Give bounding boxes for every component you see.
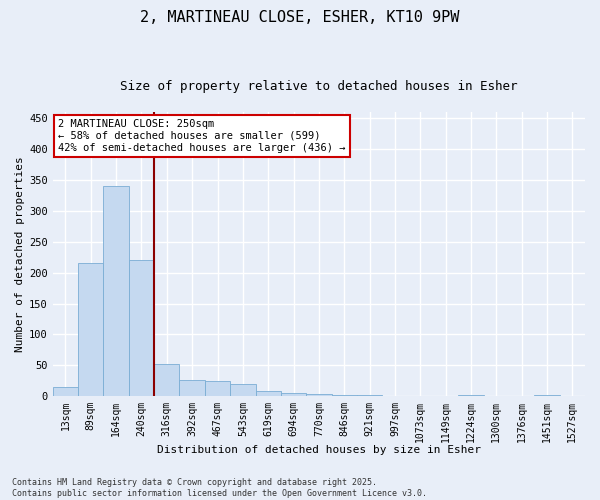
Text: 2, MARTINEAU CLOSE, ESHER, KT10 9PW: 2, MARTINEAU CLOSE, ESHER, KT10 9PW [140, 10, 460, 25]
Y-axis label: Number of detached properties: Number of detached properties [15, 156, 25, 352]
Bar [179, 380, 205, 396]
X-axis label: Distribution of detached houses by size in Esher: Distribution of detached houses by size … [157, 445, 481, 455]
Bar [205, 381, 230, 396]
Bar [256, 392, 281, 396]
Bar [332, 395, 357, 396]
Title: Size of property relative to detached houses in Esher: Size of property relative to detached ho… [120, 80, 518, 93]
Text: 2 MARTINEAU CLOSE: 250sqm
← 58% of detached houses are smaller (599)
42% of semi: 2 MARTINEAU CLOSE: 250sqm ← 58% of detac… [58, 120, 346, 152]
Bar [281, 393, 306, 396]
Text: Contains HM Land Registry data © Crown copyright and database right 2025.
Contai: Contains HM Land Registry data © Crown c… [12, 478, 427, 498]
Bar [154, 364, 179, 396]
Bar [458, 395, 484, 396]
Bar [129, 260, 154, 396]
Bar [535, 395, 560, 396]
Bar [53, 387, 78, 396]
Bar [78, 264, 103, 396]
Bar [357, 395, 382, 396]
Bar [306, 394, 332, 396]
Bar [103, 186, 129, 396]
Bar [230, 384, 256, 396]
